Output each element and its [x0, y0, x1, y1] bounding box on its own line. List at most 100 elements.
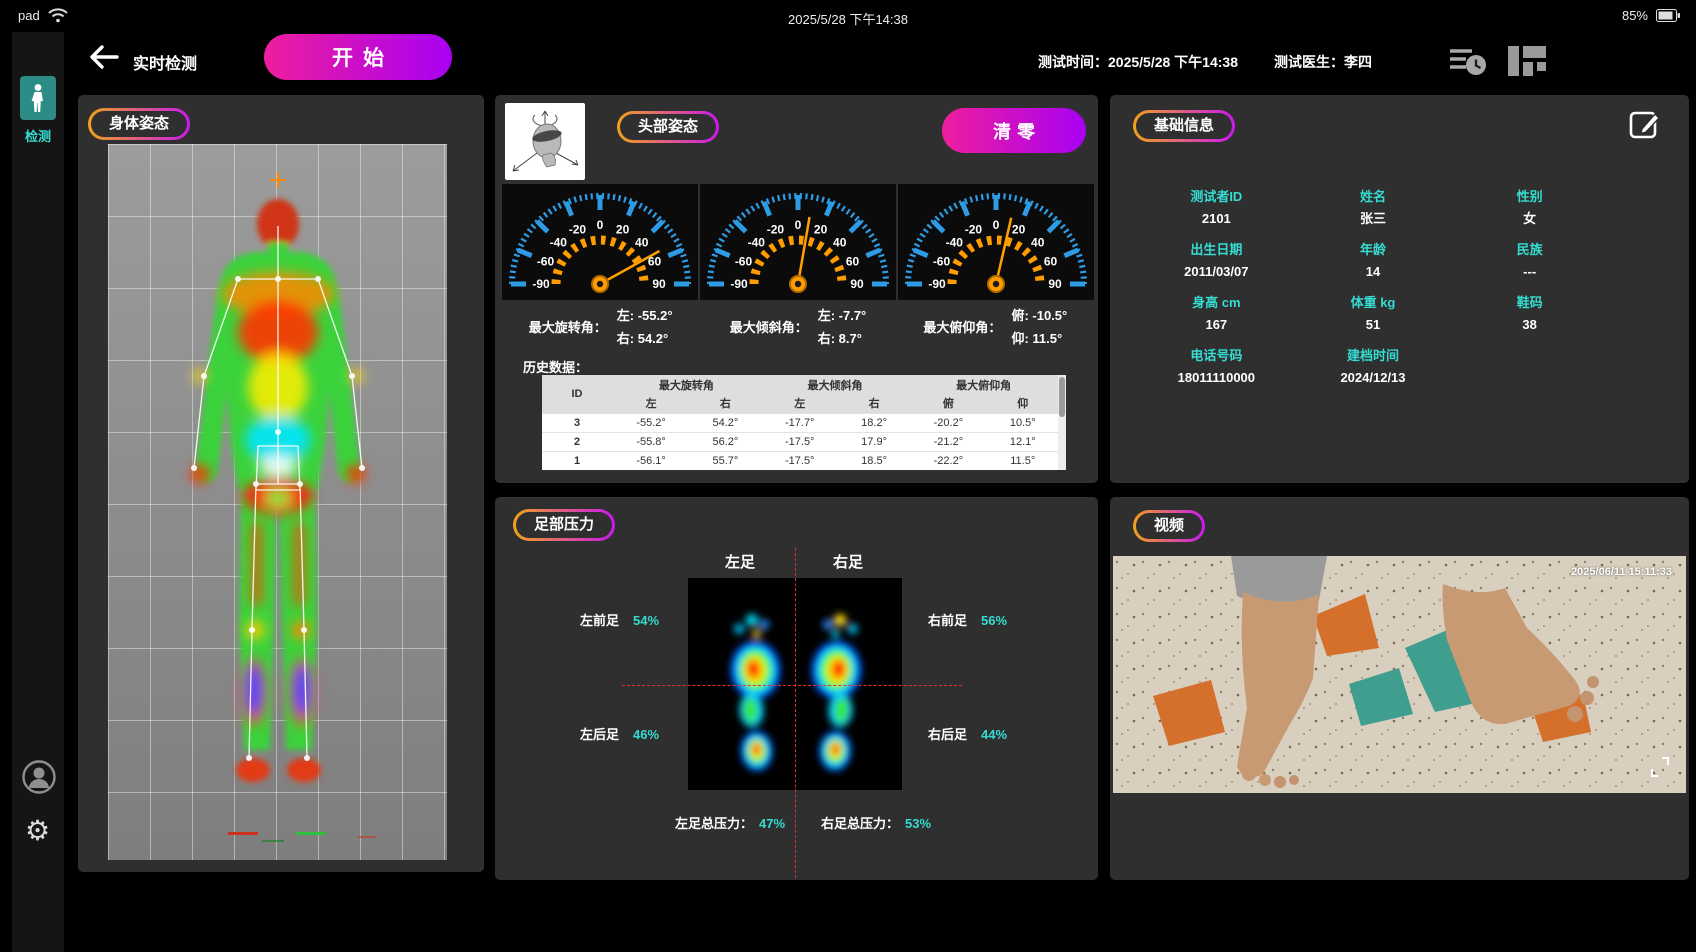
gauges-row: -90 -60 -40 -20 0 20 40 60 90 -90 -60 -40 -20 0 20 40 6… — [502, 184, 1094, 300]
field-shoe-size: 鞋码 38 — [1516, 295, 1543, 332]
field-gender: 性别女 — [1516, 189, 1543, 226]
sidebar: 检测 ⚙ — [12, 32, 64, 952]
head-posture-title: 头部姿态 — [620, 114, 717, 140]
right-forefoot-stat: 右前足 56% — [928, 613, 1008, 628]
body-posture-title-pill: 身体姿态 — [88, 108, 191, 140]
head-axes-diagram — [505, 103, 585, 180]
left-foot-heat — [730, 614, 781, 772]
video-title: 视频 — [1136, 513, 1203, 539]
field-age: 年龄 14 — [1359, 242, 1386, 279]
video-title-pill: 视频 — [1133, 510, 1206, 542]
rotation-left-value: 左: -55.2° — [616, 308, 673, 323]
table-row: 2 -55.8° 56.2° -17.5° 17.9° -21.2° 12.1° — [542, 432, 1058, 452]
col-group-rotation: 最大旋转角 — [612, 375, 761, 395]
pitch-up-value: 仰: 11.5° — [1011, 331, 1063, 346]
rotation-stat: 最大旋转角： 左: -55.2° 右: 54.2° — [502, 305, 699, 347]
svg-text:40: 40 — [1031, 235, 1045, 249]
svg-text:-90: -90 — [928, 277, 946, 291]
start-button[interactable]: 开始 — [264, 34, 452, 80]
right-foot-label: 右足 — [833, 554, 864, 571]
svg-text:90: 90 — [652, 277, 666, 291]
head-posture-title-pill: 头部姿态 — [617, 111, 720, 143]
rotation-gauge: -90 -60 -40 -20 0 20 40 60 90 — [502, 184, 698, 300]
table-scrollbar[interactable] — [1058, 375, 1066, 470]
history-label: 历史数据： — [523, 360, 589, 375]
sidebar-item-label: 检测 — [24, 129, 51, 144]
left-rearfoot-stat: 左后足 46% — [580, 727, 660, 742]
svg-text:60: 60 — [1044, 254, 1058, 268]
body-posture-title: 身体姿态 — [91, 111, 188, 137]
foot-pressure-panel: 足部压力 左足 右足 — [495, 497, 1098, 880]
svg-text:20: 20 — [814, 222, 828, 236]
field-name: 姓名 张三 — [1359, 189, 1386, 226]
video-timestamp: 2025/06/11 15:11:33 — [1571, 566, 1672, 578]
edit-icon[interactable] — [1629, 108, 1661, 145]
field-tester-id: 测试者ID 2101 — [1190, 189, 1243, 226]
battery-percent: 85% — [1621, 8, 1648, 23]
svg-text:-60: -60 — [537, 254, 555, 268]
svg-text:0: 0 — [597, 218, 604, 232]
field-ethnicity: 民族 --- — [1516, 242, 1543, 279]
history-records-icon[interactable] — [1448, 44, 1488, 83]
settings-gear-icon[interactable]: ⚙ — [25, 815, 51, 846]
history-table-wrap: ID 最大旋转角 最大倾斜角 最大俯仰角 左 右 左 右 俯 仰 3 -55.2… — [542, 375, 1066, 470]
thermal-body — [191, 172, 376, 842]
svg-text:0: 0 — [795, 218, 802, 232]
reset-button[interactable]: 清零 — [942, 108, 1086, 153]
svg-text:0: 0 — [993, 218, 1000, 232]
foot-pressure-title: 足部压力 — [516, 512, 613, 538]
svg-text:-20: -20 — [965, 222, 983, 236]
video-panel: 视频 — [1110, 497, 1689, 880]
sidebar-item-detect[interactable]: 检测 — [19, 76, 57, 145]
body-thermal-image — [108, 144, 447, 860]
layout-dashboard-icon[interactable] — [1506, 42, 1548, 85]
orange-wedge — [1313, 594, 1379, 656]
table-row: 3 -55.2° 54.2° -17.7° 18.2° -20.2° 10.5° — [542, 413, 1058, 433]
device-name: pad — [18, 8, 40, 23]
svg-text:-20: -20 — [767, 222, 785, 236]
table-row: 1 -56.1° 55.7° -17.5° 18.5° -22.2° 11.5° — [542, 451, 1058, 470]
svg-text:40: 40 — [833, 235, 847, 249]
gauge-stats-row: 最大旋转角： 左: -55.2° 右: 54.2° 最大倾斜角： 左: -7.7… — [502, 305, 1094, 347]
skeleton-overlay — [191, 226, 365, 761]
svg-text:90: 90 — [850, 277, 864, 291]
svg-text:-40: -40 — [946, 235, 964, 249]
detect-person-icon — [20, 76, 56, 120]
left-leg — [1237, 592, 1319, 778]
fullscreen-expand-icon[interactable] — [1650, 756, 1670, 783]
svg-text:20: 20 — [616, 222, 630, 236]
tilt-right-value: 右: 8.7° — [817, 331, 862, 346]
page-title: 实时检测 — [133, 56, 198, 73]
basic-info-panel: 基础信息 测试者ID 2101 姓名 张三 性别女 出生日期 2011/03/07 年… — [1110, 95, 1689, 483]
battery-icon — [1656, 9, 1680, 22]
svg-text:40: 40 — [635, 235, 649, 249]
svg-text:60: 60 — [846, 254, 860, 268]
back-button[interactable] — [88, 44, 120, 75]
svg-text:60: 60 — [648, 254, 662, 268]
field-record-date: 建档时间 2024/12/13 — [1340, 348, 1406, 385]
user-profile-icon[interactable] — [22, 760, 56, 799]
svg-text:-60: -60 — [933, 254, 951, 268]
left-foot-label: 左足 — [725, 554, 756, 571]
info-fields-grid: 测试者ID 2101 姓名 张三 性别女 出生日期 2011/03/07 年龄 14 民… — [1138, 187, 1608, 390]
pitch-down-value: 俯: -10.5° — [1011, 308, 1068, 323]
field-height: 身高 cm 167 — [1192, 295, 1241, 332]
pitch-stat: 最大俯仰角： 俯: -10.5° 仰: 11.5° — [897, 305, 1094, 347]
status-datetime: 2025/5/28 下午14:38 — [788, 12, 908, 27]
left-forefoot-stat: 左前足 54% — [580, 613, 660, 628]
svg-text:-90: -90 — [730, 277, 748, 291]
floor-marks — [228, 832, 376, 842]
right-total-pressure: 右足总压力： 53% — [821, 816, 932, 831]
crosshair-vertical — [795, 548, 796, 878]
svg-text:-40: -40 — [550, 235, 568, 249]
svg-text:-60: -60 — [735, 254, 753, 268]
right-foot — [1442, 584, 1580, 725]
svg-text:20: 20 — [1012, 222, 1026, 236]
field-weight: 体重 kg 51 — [1350, 295, 1396, 332]
right-foot-heat — [811, 614, 862, 772]
field-birthdate: 出生日期 2011/03/07 — [1184, 242, 1249, 279]
svg-text:90: 90 — [1048, 277, 1062, 291]
video-frame: 2025/06/11 15:11:33 — [1113, 556, 1686, 793]
crosshair-horizontal — [622, 685, 962, 686]
